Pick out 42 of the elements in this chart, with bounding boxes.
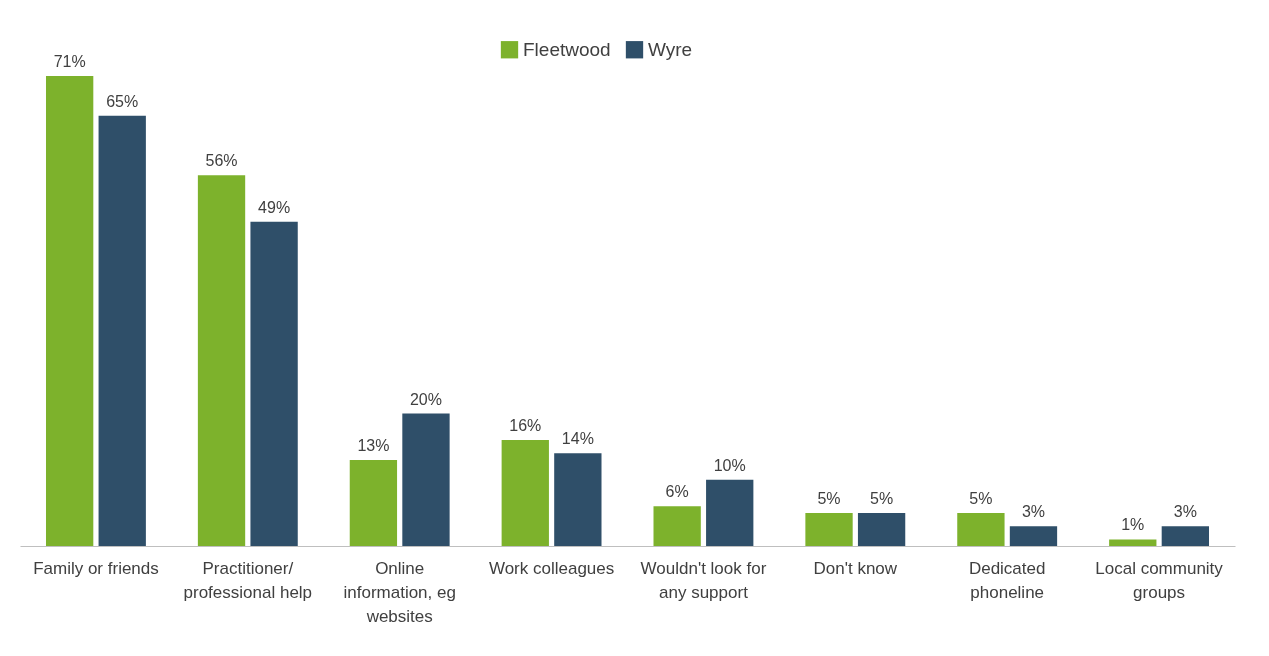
data-label: 1% [1121, 516, 1145, 534]
data-label: 14% [561, 430, 594, 448]
x-tick-label: Local community groups [1095, 558, 1224, 602]
x-tick-label: Wouldn't look for any support [640, 558, 767, 602]
data-label: 20% [409, 390, 442, 408]
bar [653, 506, 701, 546]
data-label: 71% [53, 53, 86, 70]
data-label: 65% [106, 92, 139, 110]
data-label: 3% [1021, 503, 1046, 521]
data-label: 16% [509, 417, 542, 435]
bar [98, 115, 146, 546]
x-tick-label: Family or friends [33, 558, 159, 578]
bar [1161, 526, 1210, 546]
x-tick-label: Online information, eg websites [343, 558, 456, 626]
bar [45, 76, 94, 546]
bar [857, 512, 906, 546]
x-tick-label: Practitioner/ professional help [183, 558, 313, 602]
bar [501, 440, 549, 546]
x-tick-label: Dedicated phoneline [968, 558, 1046, 602]
bar [1109, 539, 1157, 546]
bar [554, 453, 602, 546]
bar [957, 512, 1005, 546]
bar [1009, 526, 1058, 546]
data-label: 5% [870, 489, 894, 507]
legend-label: Wyre [648, 38, 693, 60]
x-tick-label: Don't know [813, 558, 898, 578]
bar [250, 221, 298, 546]
bar [197, 175, 246, 546]
data-label: 6% [665, 483, 689, 501]
data-label: 10% [713, 456, 746, 474]
legend-label: Fleetwood [523, 38, 611, 60]
bar [805, 512, 853, 546]
data-label: 3% [1173, 503, 1197, 521]
data-label: 5% [817, 489, 841, 507]
x-tick-label: Work colleagues [488, 558, 615, 578]
bar [349, 459, 398, 546]
bar [706, 479, 754, 546]
data-label: 13% [357, 436, 390, 454]
data-label: 5% [969, 489, 993, 507]
data-label: 49% [258, 198, 291, 216]
bar [402, 413, 450, 546]
data-label: 56% [205, 152, 238, 170]
